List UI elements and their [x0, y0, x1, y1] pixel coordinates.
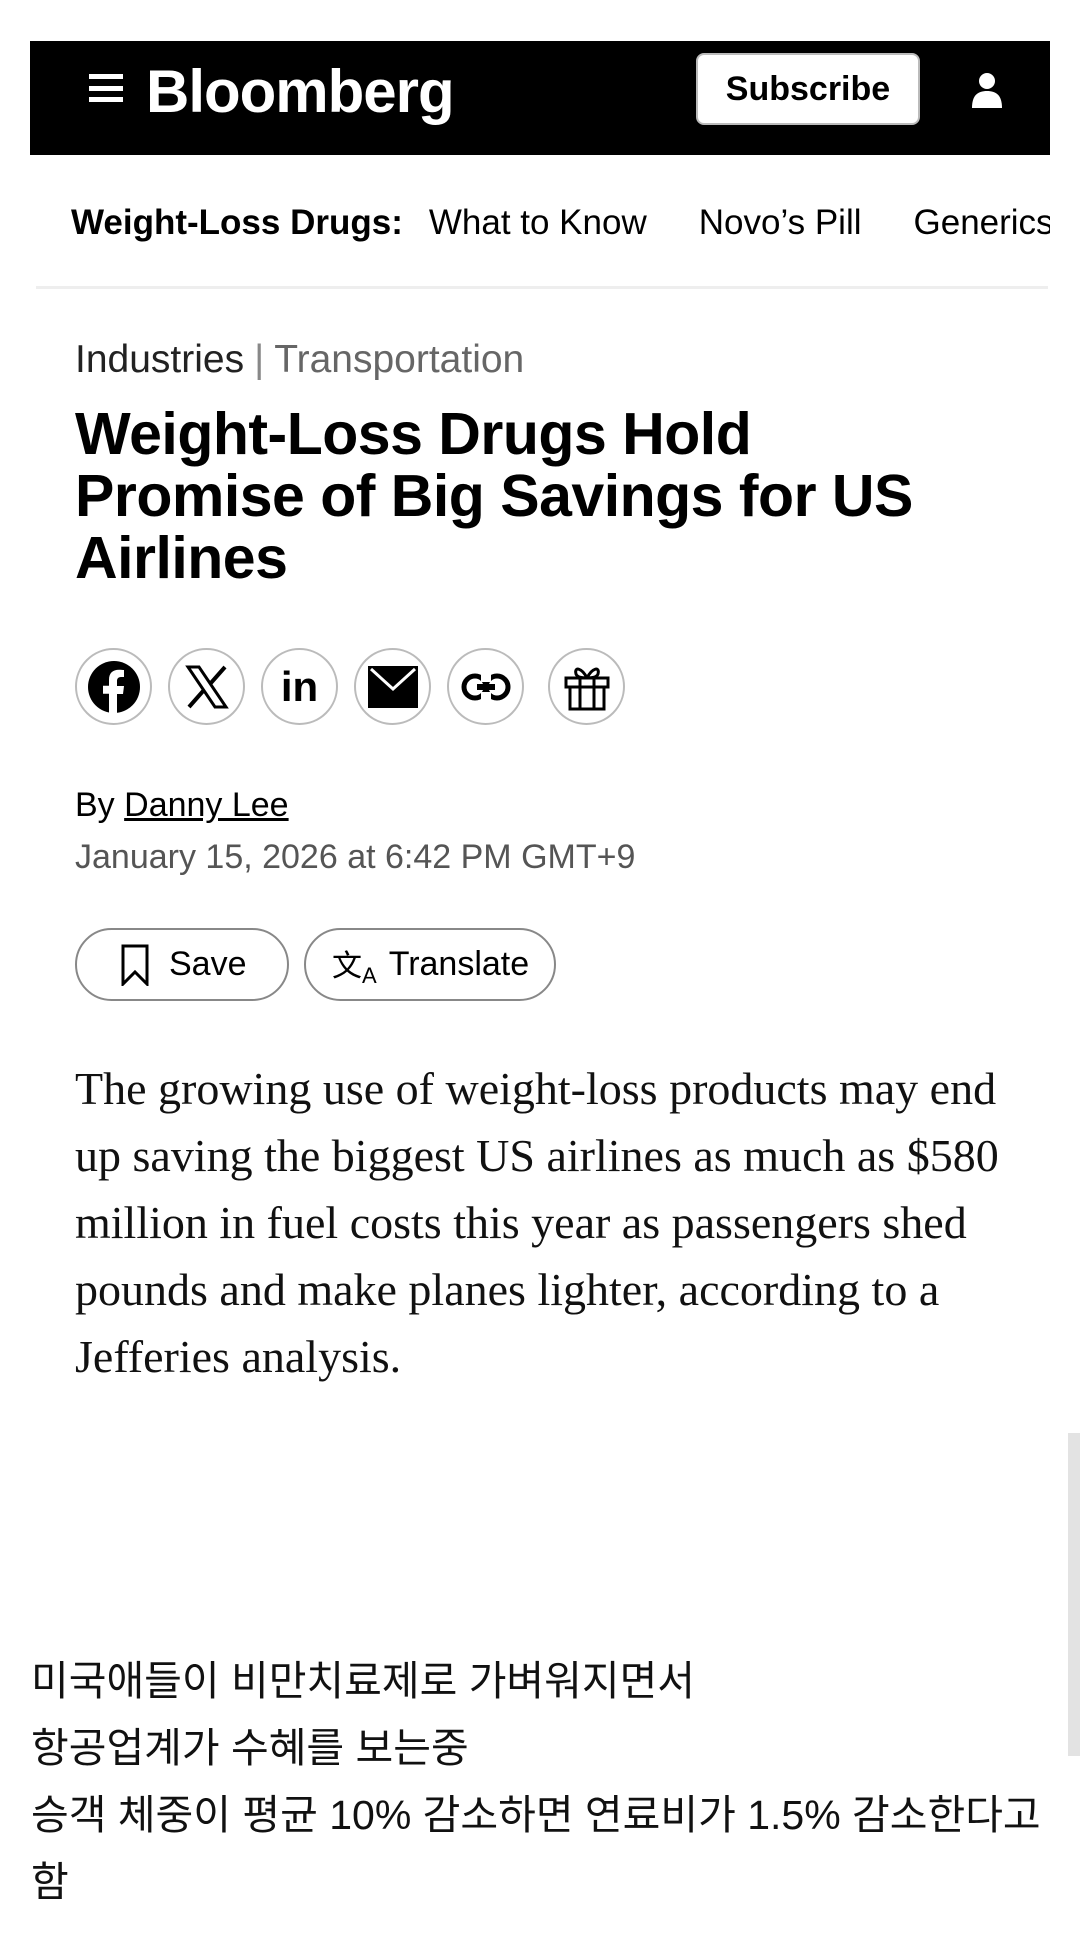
byline-prefix: By: [75, 786, 115, 824]
x-icon: [184, 665, 229, 708]
caption: 미국애들이 비만치료제로 가벼워지면서 항공업계가 수혜를 보는중 승객 체중이…: [31, 1648, 1041, 1916]
topic-generics[interactable]: Generics: [913, 203, 1051, 242]
share-linkedin-button[interactable]: in: [261, 648, 338, 725]
topic-label: Weight-Loss Drugs:: [71, 203, 403, 242]
share-x-button[interactable]: [168, 648, 245, 725]
breadcrumb-separator: |: [254, 338, 265, 381]
topic-nav: Weight-Loss Drugs: What to Know Novo’s P…: [71, 198, 1050, 248]
breadcrumb: Industries | Transportation: [75, 338, 524, 382]
menu-icon[interactable]: [89, 74, 123, 102]
scrollbar[interactable]: [1068, 1433, 1080, 1756]
link-icon: [461, 671, 510, 702]
top-header: Bloomberg Subscribe: [30, 41, 1050, 155]
translate-label: Translate: [388, 945, 530, 983]
user-icon[interactable]: [970, 71, 1004, 109]
share-email-button[interactable]: [354, 648, 431, 725]
breadcrumb-industries[interactable]: Industries: [75, 338, 245, 381]
facebook-icon: [87, 660, 140, 714]
byline: By Danny Lee: [75, 786, 289, 825]
translate-button[interactable]: 文A Translate: [304, 928, 556, 1001]
divider: [36, 286, 1048, 289]
share-facebook-button[interactable]: [75, 648, 152, 725]
topic-what-to-know[interactable]: What to Know: [428, 203, 647, 242]
bloomberg-logo[interactable]: Bloomberg: [146, 58, 455, 125]
caption-line: 항공업계가 수혜를 보는중: [31, 1725, 469, 1771]
copy-link-button[interactable]: [447, 648, 524, 725]
gift-article-button[interactable]: [548, 648, 625, 725]
linkedin-icon: in: [280, 662, 319, 710]
bookmark-icon: [121, 944, 149, 986]
author-link[interactable]: Danny Lee: [124, 786, 289, 824]
translate-icon: 文A: [332, 949, 377, 988]
save-button[interactable]: Save: [75, 928, 289, 1001]
caption-line: 미국애들이 비만치료제로 가벼워지면서: [31, 1658, 696, 1704]
breadcrumb-transportation[interactable]: Transportation: [274, 338, 525, 381]
save-label: Save: [169, 945, 247, 983]
page-title: Weight-Loss Drugs Hold Promise of Big Sa…: [75, 401, 913, 591]
publish-date: January 15, 2026 at 6:42 PM GMT+9: [75, 838, 636, 876]
subscribe-button[interactable]: Subscribe: [696, 53, 920, 125]
gift-icon: [564, 667, 609, 710]
article-body: The growing use of weight-loss products …: [75, 1063, 999, 1382]
email-icon: [367, 665, 418, 708]
topic-novos-pill[interactable]: Novo’s Pill: [698, 203, 862, 242]
caption-line: 함: [31, 1859, 69, 1905]
caption-line: 승객 체중이 평균 10% 감소하면 연료비가 1.5% 감소한다고: [31, 1792, 1041, 1838]
